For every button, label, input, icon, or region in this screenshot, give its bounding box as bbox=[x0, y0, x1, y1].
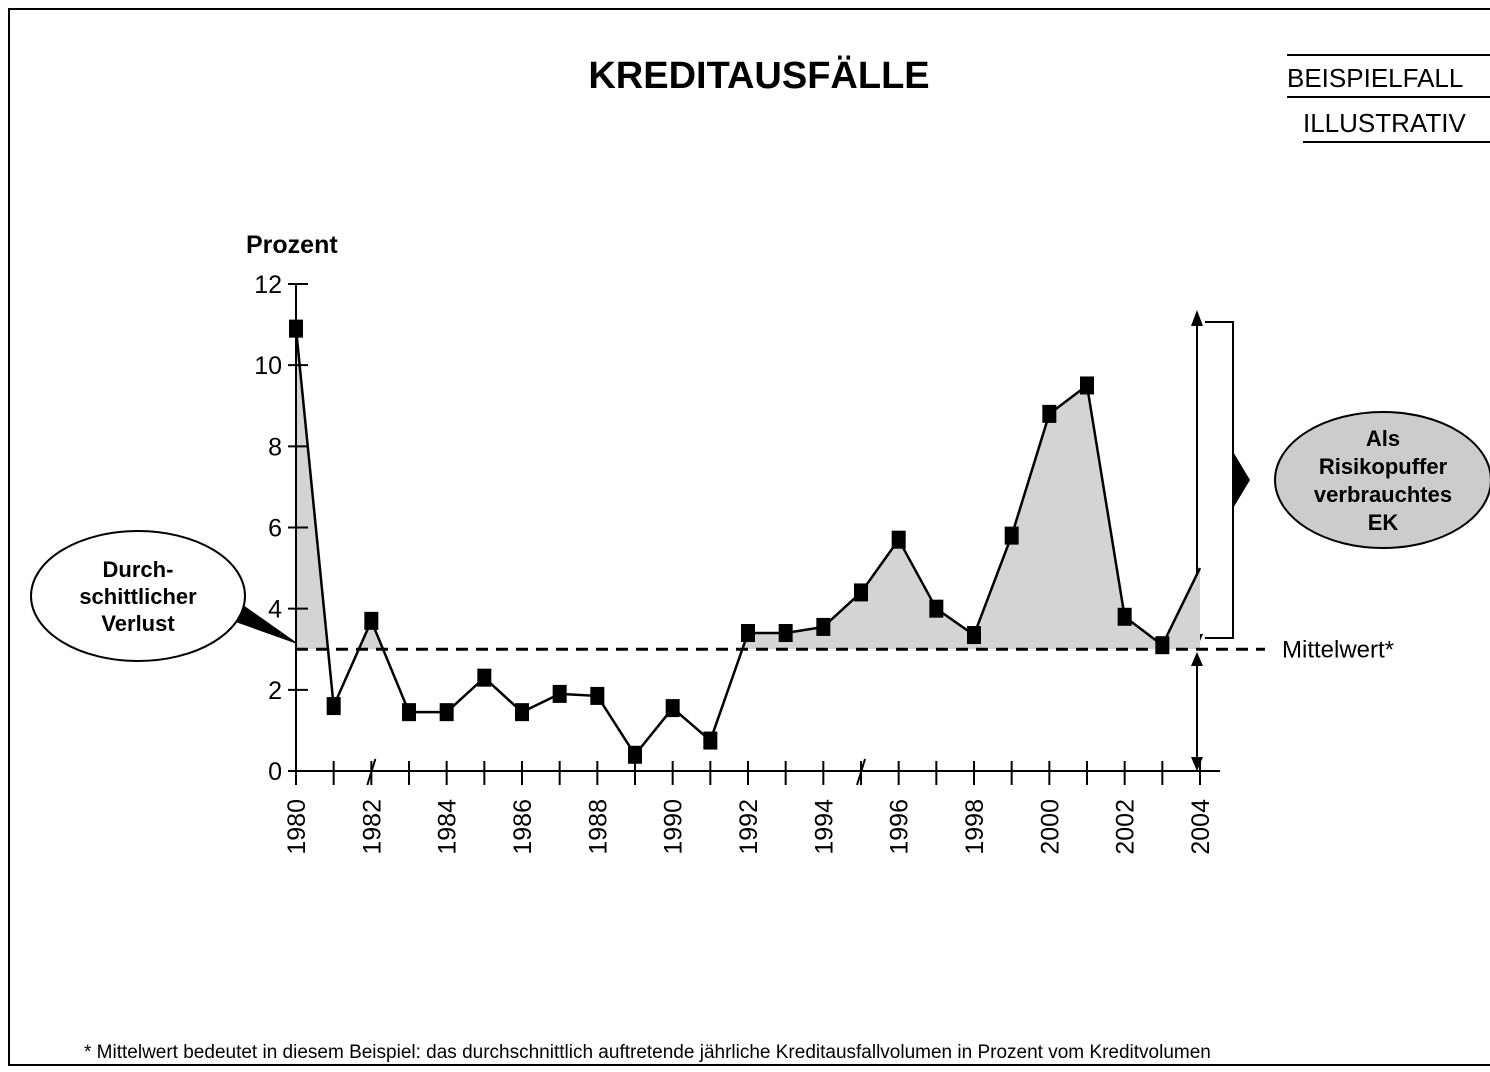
marker bbox=[854, 583, 868, 602]
callout-text: EK bbox=[1368, 510, 1399, 535]
callout-pointer bbox=[1232, 450, 1250, 510]
frame bbox=[8, 8, 1490, 1066]
marker bbox=[289, 319, 303, 338]
marker bbox=[628, 745, 642, 764]
y-tick-label: 12 bbox=[254, 271, 282, 299]
callout-text: schittlicher bbox=[79, 584, 197, 609]
x-tick-label: 1988 bbox=[584, 799, 612, 855]
marker bbox=[1080, 376, 1094, 395]
marker bbox=[326, 697, 341, 716]
footnote: * Mittelwert bedeutet in diesem Beispiel… bbox=[84, 1042, 1211, 1063]
marker bbox=[515, 703, 529, 722]
x-tick-label: 2002 bbox=[1112, 799, 1140, 855]
marker bbox=[703, 731, 718, 750]
y-tick-label: 4 bbox=[268, 596, 282, 624]
callout-text: verbrauchtes bbox=[1314, 482, 1452, 507]
marker bbox=[929, 599, 944, 618]
marker bbox=[778, 624, 793, 643]
y-axis-label: Prozent bbox=[246, 231, 338, 259]
axis-break bbox=[366, 758, 377, 786]
x-tick-label: 2000 bbox=[1036, 799, 1064, 855]
x-tick-label: 1982 bbox=[358, 799, 386, 855]
x-tick-label: 1994 bbox=[810, 799, 838, 855]
y-tick-label: 0 bbox=[268, 758, 282, 786]
marker bbox=[402, 703, 416, 722]
y-tick-label: 6 bbox=[268, 515, 282, 543]
marker bbox=[590, 686, 605, 705]
callout-text: Risikopuffer bbox=[1319, 454, 1448, 479]
chart-title: KREDITAUSFÄLLE bbox=[588, 54, 929, 97]
marker bbox=[1117, 607, 1132, 626]
callout-text: Verlust bbox=[101, 611, 175, 636]
stamp: ILLUSTRATIV bbox=[1303, 108, 1466, 138]
callout-text: Durch- bbox=[103, 557, 174, 582]
stamp: BEISPIELFALL bbox=[1287, 63, 1463, 93]
callout bbox=[30, 530, 246, 662]
y-tick-label: 8 bbox=[268, 433, 282, 461]
y-tick-label: 2 bbox=[268, 677, 282, 705]
mean-label: Mittelwert* bbox=[1282, 636, 1394, 663]
x-tick-label: 1984 bbox=[434, 799, 462, 855]
callout bbox=[1274, 411, 1490, 549]
area-above-mean bbox=[296, 328, 1200, 650]
callout-pointer bbox=[230, 600, 300, 645]
x-tick-label: 1986 bbox=[509, 799, 537, 855]
x-tick-label: 1996 bbox=[886, 799, 914, 855]
marker bbox=[439, 703, 454, 722]
marker bbox=[1042, 404, 1057, 423]
marker bbox=[891, 530, 906, 549]
axis-break bbox=[856, 758, 866, 786]
marker bbox=[816, 617, 831, 636]
callout-text: Als bbox=[1366, 426, 1400, 451]
x-tick-label: 1998 bbox=[961, 799, 989, 855]
marker bbox=[1004, 526, 1019, 545]
range-arrows bbox=[1196, 320, 1234, 765]
marker bbox=[665, 699, 680, 718]
x-tick-label: 1980 bbox=[283, 799, 311, 855]
marker bbox=[552, 684, 567, 703]
x-tick-label: 1992 bbox=[735, 799, 763, 855]
marker bbox=[741, 624, 755, 643]
marker bbox=[477, 668, 492, 687]
marker bbox=[364, 611, 379, 630]
marker bbox=[1155, 636, 1170, 655]
marker bbox=[967, 626, 981, 645]
y-tick-label: 10 bbox=[254, 352, 282, 380]
x-tick-label: 1990 bbox=[660, 799, 688, 855]
x-tick-label: 2004 bbox=[1187, 799, 1215, 855]
